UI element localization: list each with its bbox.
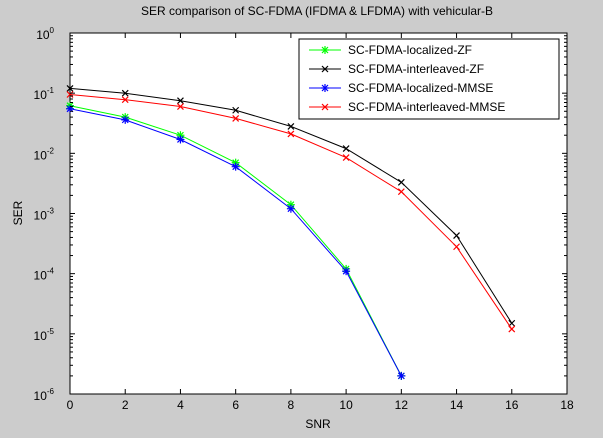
legend-label-4: SC-FDMA-interleaved-MMSE: [348, 100, 505, 114]
x-tick-label: 12: [395, 398, 409, 412]
series-2-point: [287, 123, 295, 130]
y-tick-label: 10-5: [34, 327, 55, 343]
x-tick-label: 16: [505, 398, 519, 412]
x-axis: 0 2 4 6 8 10 12 14 16 18: [67, 33, 574, 412]
series-4-point: [66, 91, 74, 98]
series-3-point: [342, 267, 351, 276]
series-3-point: [231, 162, 240, 171]
legend-label-3: SC-FDMA-localized-MMSE: [348, 81, 493, 95]
x-tick-label: 10: [339, 398, 353, 412]
series-2-point: [121, 89, 129, 97]
series-3-point: [397, 371, 406, 380]
y-tick-label: 10-6: [34, 387, 55, 403]
series-4-point: [397, 188, 405, 196]
series-2-point: [453, 232, 460, 239]
x-axis-label: SNR: [305, 417, 331, 431]
series-4-point: [121, 96, 129, 104]
chart-title: SER comparison of SC-FDMA (IFDMA & LFDMA…: [141, 4, 493, 18]
y-axis: 100 10-1 10-2 10-3 10-4 10-5 10-6: [34, 26, 567, 403]
series-layer: [66, 84, 516, 380]
y-axis-label: SER: [11, 200, 25, 225]
legend-box: [298, 38, 560, 120]
y-tick-label: 100: [36, 26, 54, 42]
series-4-point: [287, 130, 295, 138]
x-tick-label: 4: [177, 398, 184, 412]
series-3-point: [121, 115, 130, 124]
legend-marker-2: [321, 65, 329, 73]
x-tick-label: 6: [232, 398, 239, 412]
y-tick-label: 10-4: [34, 267, 55, 283]
legend-label-2: SC-FDMA-interleaved-ZF: [348, 62, 484, 76]
series-4-point: [342, 154, 350, 162]
y-tick-label: 10-1: [34, 86, 55, 102]
series-4-point: [232, 115, 240, 122]
y-tick-label: 10-3: [34, 207, 55, 223]
series-4-point: [177, 103, 184, 110]
series-2-point: [232, 106, 240, 114]
y-tick-label: 10-2: [34, 146, 55, 162]
legend-marker-3: [321, 84, 329, 92]
legend: SC-FDMA-localized-ZF SC-FDMA-interleaved-…: [298, 38, 560, 120]
legend-label-1: SC-FDMA-localized-ZF: [348, 43, 472, 57]
x-tick-label: 0: [67, 398, 74, 412]
series-4-point: [453, 243, 460, 251]
legend-marker-1: [321, 46, 329, 54]
x-tick-label: 18: [560, 398, 574, 412]
series-3-point: [176, 135, 185, 144]
series-2-point: [66, 84, 74, 92]
legend-marker-4: [321, 103, 329, 111]
series-3-point: [286, 204, 295, 213]
series-2-point: [177, 97, 184, 105]
series-2-point: [397, 178, 405, 186]
x-tick-label: 2: [122, 398, 129, 412]
x-tick-label: 8: [288, 398, 295, 412]
x-tick-label: 14: [450, 398, 464, 412]
series-2-point: [342, 145, 350, 152]
series-4-point: [508, 325, 516, 333]
